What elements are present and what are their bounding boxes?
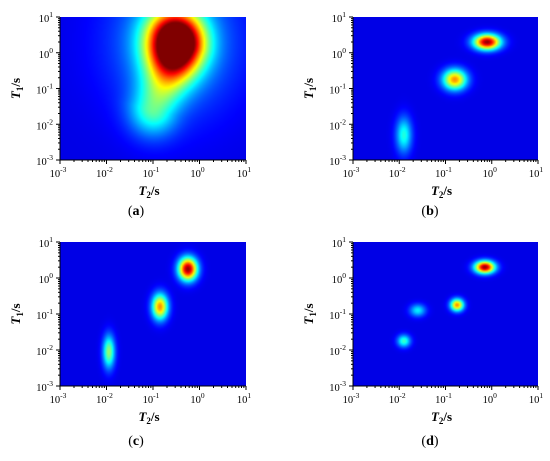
panel-a: 10-3 10-2 10-1 100 101 10-3 10-2 10-1 100 101 T2/s… bbox=[8, 10, 251, 219]
heatmap-image bbox=[60, 242, 246, 386]
heatmap-image bbox=[353, 17, 538, 160]
heatmap-image bbox=[353, 242, 538, 386]
panel-caption: (d) bbox=[421, 434, 438, 449]
heatmap-image bbox=[60, 17, 246, 160]
y-tick-label: 10-3 bbox=[329, 379, 346, 394]
x-tick-label: 101 bbox=[237, 165, 252, 180]
x-tick-label: 101 bbox=[529, 165, 544, 180]
x-tick-label: 10-2 bbox=[389, 391, 406, 406]
x-tick-label: 10-3 bbox=[50, 165, 67, 180]
y-tick-label: 10-1 bbox=[36, 307, 53, 322]
panel-b: 10-3 10-2 10-1 100 101 10-3 10-2 10-1 100 101 T2/s… bbox=[301, 10, 543, 219]
x-tick-label: 10-1 bbox=[435, 391, 452, 406]
x-tick-label: 100 bbox=[190, 391, 205, 406]
x-axis-title: T2/s bbox=[431, 409, 452, 426]
y-tick-label: 101 bbox=[39, 235, 54, 250]
panel-caption: (c) bbox=[128, 434, 144, 449]
y-tick-label: 100 bbox=[39, 46, 54, 61]
y-tick-label: 101 bbox=[332, 10, 347, 25]
y-tick-label: 10-2 bbox=[329, 117, 346, 132]
y-tick-label: 10-2 bbox=[36, 343, 53, 358]
panel-caption: (a) bbox=[128, 204, 145, 219]
x-tick-label: 10-2 bbox=[389, 165, 406, 180]
y-tick-label: 10-3 bbox=[36, 379, 53, 394]
x-tick-label: 10-2 bbox=[96, 165, 113, 180]
panel-caption: (b) bbox=[421, 204, 438, 219]
x-tick-label: 10-1 bbox=[435, 165, 452, 180]
x-tick-label: 100 bbox=[190, 165, 205, 180]
y-tick-label: 10-3 bbox=[36, 153, 53, 168]
x-tick-label: 10-3 bbox=[343, 391, 360, 406]
y-axis-title: T1/s bbox=[301, 303, 318, 324]
y-tick-label: 10-1 bbox=[329, 307, 346, 322]
x-tick-label: 10-1 bbox=[143, 165, 160, 180]
panel-d: 10-3 10-2 10-1 100 101 10-3 10-2 10-1 100 101 T2/s… bbox=[301, 235, 543, 449]
x-tick-label: 10-3 bbox=[50, 391, 67, 406]
y-tick-label: 10-1 bbox=[36, 82, 53, 97]
x-tick-label: 101 bbox=[237, 391, 252, 406]
y-axis-title: T1/s bbox=[8, 303, 25, 324]
x-tick-label: 101 bbox=[529, 391, 544, 406]
x-tick-label: 100 bbox=[483, 165, 498, 180]
x-tick-label: 10-2 bbox=[96, 391, 113, 406]
y-tick-label: 100 bbox=[332, 271, 347, 286]
y-tick-label: 100 bbox=[39, 271, 54, 286]
y-axis-title: T1/s bbox=[301, 78, 318, 99]
y-tick-label: 101 bbox=[39, 10, 54, 25]
x-tick-label: 10-1 bbox=[143, 391, 160, 406]
x-tick-label: 100 bbox=[483, 391, 498, 406]
y-tick-label: 101 bbox=[332, 235, 347, 250]
y-tick-label: 100 bbox=[332, 46, 347, 61]
x-axis-title: T2/s bbox=[138, 409, 159, 426]
y-tick-label: 10-2 bbox=[36, 117, 53, 132]
panel-c: 10-3 10-2 10-1 100 101 10-3 10-2 10-1 100 101 T2/s… bbox=[8, 235, 251, 449]
y-tick-label: 10-2 bbox=[329, 343, 346, 358]
y-axis-title: T1/s bbox=[8, 78, 25, 99]
y-tick-label: 10-3 bbox=[329, 153, 346, 168]
y-tick-label: 10-1 bbox=[329, 82, 346, 97]
x-axis-title: T2/s bbox=[138, 183, 159, 200]
x-axis-title: T2/s bbox=[431, 183, 452, 200]
x-tick-label: 10-3 bbox=[343, 165, 360, 180]
